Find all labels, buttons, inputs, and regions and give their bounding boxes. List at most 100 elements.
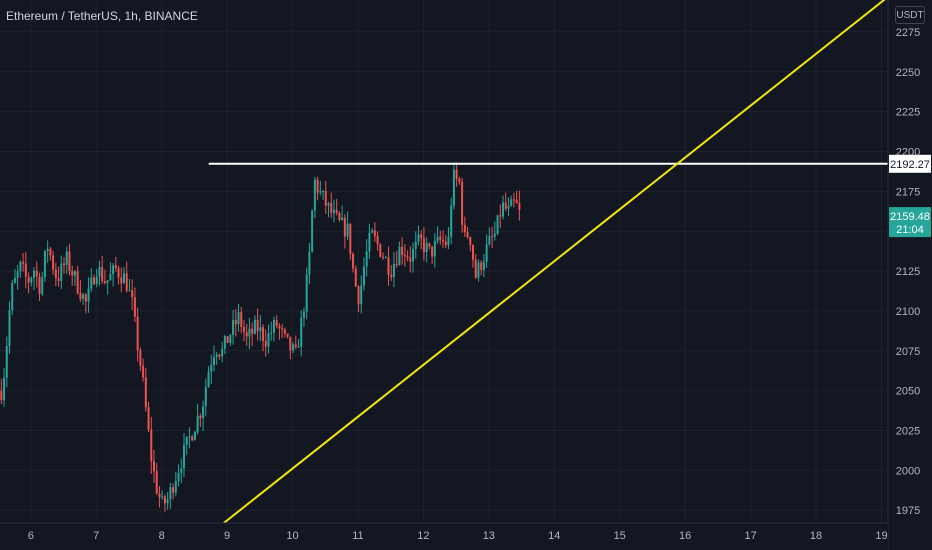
- candle-body: [360, 285, 363, 305]
- x-tick-label: 8: [159, 530, 165, 542]
- candle-body: [101, 266, 104, 282]
- candle-body: [84, 294, 87, 302]
- candle-body: [311, 210, 314, 253]
- candle-body: [442, 239, 445, 242]
- currency-badge[interactable]: USDT: [895, 6, 925, 24]
- x-tick-label: 7: [93, 530, 99, 542]
- candle-body: [38, 276, 41, 294]
- candle-body: [422, 238, 425, 253]
- candle-body: [463, 224, 466, 233]
- candle-body: [338, 213, 341, 220]
- candle-body: [401, 246, 404, 256]
- y-tick-label: 2050: [896, 386, 920, 398]
- candle-body: [313, 179, 316, 211]
- candle-body: [188, 436, 191, 438]
- candle-body: [275, 320, 278, 327]
- chart-title[interactable]: Ethereum / TetherUS, 1h, BINANCE: [6, 9, 198, 23]
- candle-body: [158, 493, 161, 498]
- candle-body: [13, 277, 16, 283]
- candle-body: [245, 331, 248, 337]
- candle-body: [352, 253, 355, 269]
- candle-body: [150, 429, 153, 462]
- candle-body: [0, 390, 3, 401]
- y-tick-label: 2025: [896, 426, 920, 438]
- candle-body: [253, 319, 256, 334]
- candle-body: [439, 236, 442, 240]
- candle-body: [54, 269, 57, 279]
- candle-body: [270, 332, 273, 334]
- candle-body: [242, 327, 245, 332]
- candle-body: [41, 277, 44, 294]
- y-tick-label: 2250: [896, 67, 920, 79]
- candle-body: [11, 282, 14, 311]
- time-axis: [0, 523, 888, 550]
- candle-body: [496, 215, 499, 234]
- candle-body: [185, 436, 188, 445]
- candle-body: [297, 346, 300, 348]
- x-tick-label: 14: [548, 530, 560, 542]
- y-tick-label: 2175: [896, 186, 920, 198]
- candle-body: [365, 251, 368, 267]
- candle-body: [180, 468, 183, 473]
- candle-body: [177, 472, 180, 482]
- candle-body: [232, 320, 235, 335]
- candle-body: [73, 271, 76, 276]
- candle-body: [480, 262, 483, 270]
- candle-body: [240, 312, 243, 328]
- candle-body: [349, 223, 352, 254]
- candle-body: [264, 340, 267, 347]
- candle-body: [226, 336, 229, 343]
- candle-body: [515, 199, 518, 204]
- candle-body: [444, 241, 447, 246]
- candle-body: [436, 236, 439, 242]
- candle-body: [82, 294, 85, 299]
- candle-body: [221, 348, 224, 357]
- candle-body: [294, 344, 297, 348]
- candle-body: [455, 169, 458, 179]
- candle-body: [510, 199, 513, 207]
- candle-body: [229, 334, 232, 343]
- candle-body: [43, 251, 46, 278]
- candle-body: [461, 182, 464, 225]
- candle-body: [182, 444, 185, 469]
- candle-body: [330, 203, 333, 213]
- candle-body: [256, 319, 259, 332]
- candle-body: [93, 277, 96, 285]
- candle-body: [128, 290, 131, 292]
- candle-body: [161, 496, 164, 498]
- candle-body: [27, 276, 30, 283]
- candle-body: [447, 236, 450, 246]
- bar-countdown-label: 21:04: [896, 224, 924, 236]
- candle-body: [22, 261, 25, 264]
- x-tick-label: 16: [679, 530, 691, 542]
- candle-body: [52, 255, 55, 270]
- candle-body: [30, 277, 33, 283]
- candle-body: [218, 354, 221, 357]
- candle-body: [251, 328, 254, 334]
- candle-body: [420, 234, 423, 239]
- candle-body: [387, 257, 390, 275]
- candle-body: [215, 354, 218, 358]
- candle-body: [431, 246, 434, 257]
- candle-body: [267, 333, 270, 347]
- candle-body: [210, 364, 213, 372]
- candle-body: [152, 461, 155, 472]
- candle-body: [346, 223, 349, 237]
- candle-body: [491, 236, 494, 238]
- candle-body: [95, 276, 98, 285]
- candle-body: [332, 209, 335, 213]
- candle-body: [106, 280, 109, 283]
- candle-body: [477, 262, 480, 278]
- candle-body: [289, 336, 292, 351]
- candle-body: [191, 436, 194, 441]
- candle-body: [502, 202, 505, 217]
- y-tick-label: 2125: [896, 266, 920, 278]
- candle-body: [493, 233, 496, 237]
- candle-body: [412, 248, 415, 262]
- candle-body: [16, 271, 19, 278]
- candle-body: [98, 266, 101, 277]
- candle-body: [199, 415, 202, 419]
- candle-body: [395, 263, 398, 266]
- candles: [0, 162, 521, 512]
